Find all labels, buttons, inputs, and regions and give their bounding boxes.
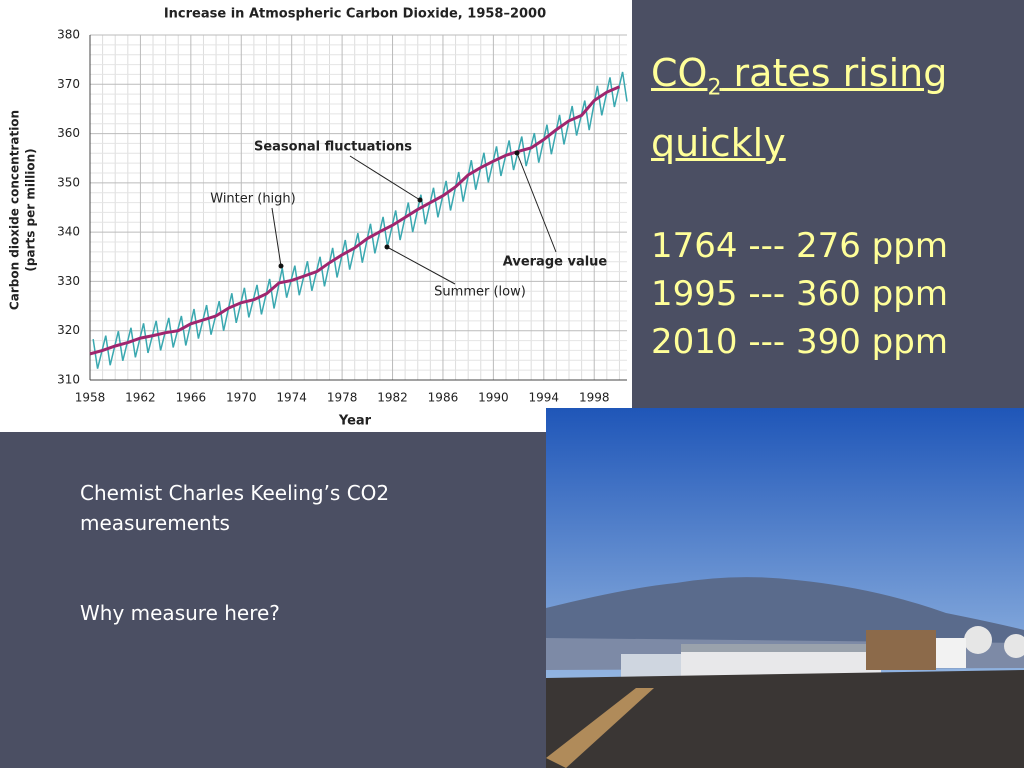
title-text: rates rising quickly xyxy=(651,51,948,165)
y-tick-label: 340 xyxy=(57,225,80,239)
x-tick-label: 1982 xyxy=(377,391,408,405)
x-tick-label: 1970 xyxy=(226,391,257,405)
x-tick-label: 1986 xyxy=(428,391,459,405)
x-tick-label: 1994 xyxy=(529,391,560,405)
x-tick-label: 1990 xyxy=(478,391,509,405)
x-tick-label: 1974 xyxy=(276,391,307,405)
annotation: Winter (high) xyxy=(210,192,295,207)
chart: Increase in Atmospheric Carbon Dioxide, … xyxy=(0,0,632,432)
y-tick-label: 330 xyxy=(57,274,80,288)
series-line xyxy=(89,85,621,356)
title-text: CO xyxy=(651,51,708,95)
annotation: Summer (low) xyxy=(434,285,526,300)
facts: 1764 --- 276 ppm 1995 --- 360 ppm 2010 -… xyxy=(651,222,948,366)
annotation-arrow xyxy=(516,152,557,253)
y-tick-label: 370 xyxy=(57,77,80,91)
x-tick-label: 1978 xyxy=(327,391,358,405)
y-tick-label: 320 xyxy=(57,323,80,337)
y-axis-label: (parts per million) xyxy=(24,148,38,271)
chart-title: Increase in Atmospheric Carbon Dioxide, … xyxy=(164,7,546,22)
x-tick-label: 1958 xyxy=(75,391,106,405)
y-tick-label: 350 xyxy=(57,175,80,189)
legend-label: Seasonal fluctuations xyxy=(254,140,412,155)
annotation-dot xyxy=(514,150,520,156)
caption: Chemist Charles Keeling’s CO2 measuremen… xyxy=(80,481,390,535)
x-tick-label: 1966 xyxy=(176,391,207,405)
annotation-arrow xyxy=(349,155,421,201)
fact: 2010 --- 390 ppm xyxy=(651,322,948,362)
x-tick-label: 1962 xyxy=(125,391,156,405)
annotation-dot xyxy=(384,244,390,250)
x-tick-label: 1998 xyxy=(579,391,610,405)
annotation-arrow xyxy=(386,246,456,285)
y-tick-label: 360 xyxy=(57,126,80,140)
annotation-dot xyxy=(417,197,423,203)
y-tick-label: 310 xyxy=(57,373,80,387)
title-subscript: 2 xyxy=(707,75,722,101)
y-axis-label: Carbon dioxide concentration xyxy=(8,110,22,310)
annotation-dot xyxy=(278,263,284,269)
photo xyxy=(546,408,1024,768)
annotation-arrow xyxy=(271,207,282,267)
fact: 1995 --- 360 ppm xyxy=(651,274,948,314)
series-line xyxy=(92,71,628,369)
legend-label: Average value xyxy=(503,255,608,270)
fact: 1764 --- 276 ppm xyxy=(651,226,948,266)
y-tick-label: 380 xyxy=(57,28,80,42)
x-axis-label: Year xyxy=(338,414,372,429)
caption: Why measure here? xyxy=(80,601,280,625)
slide-title: CO2 rates rising quickly xyxy=(651,46,991,170)
